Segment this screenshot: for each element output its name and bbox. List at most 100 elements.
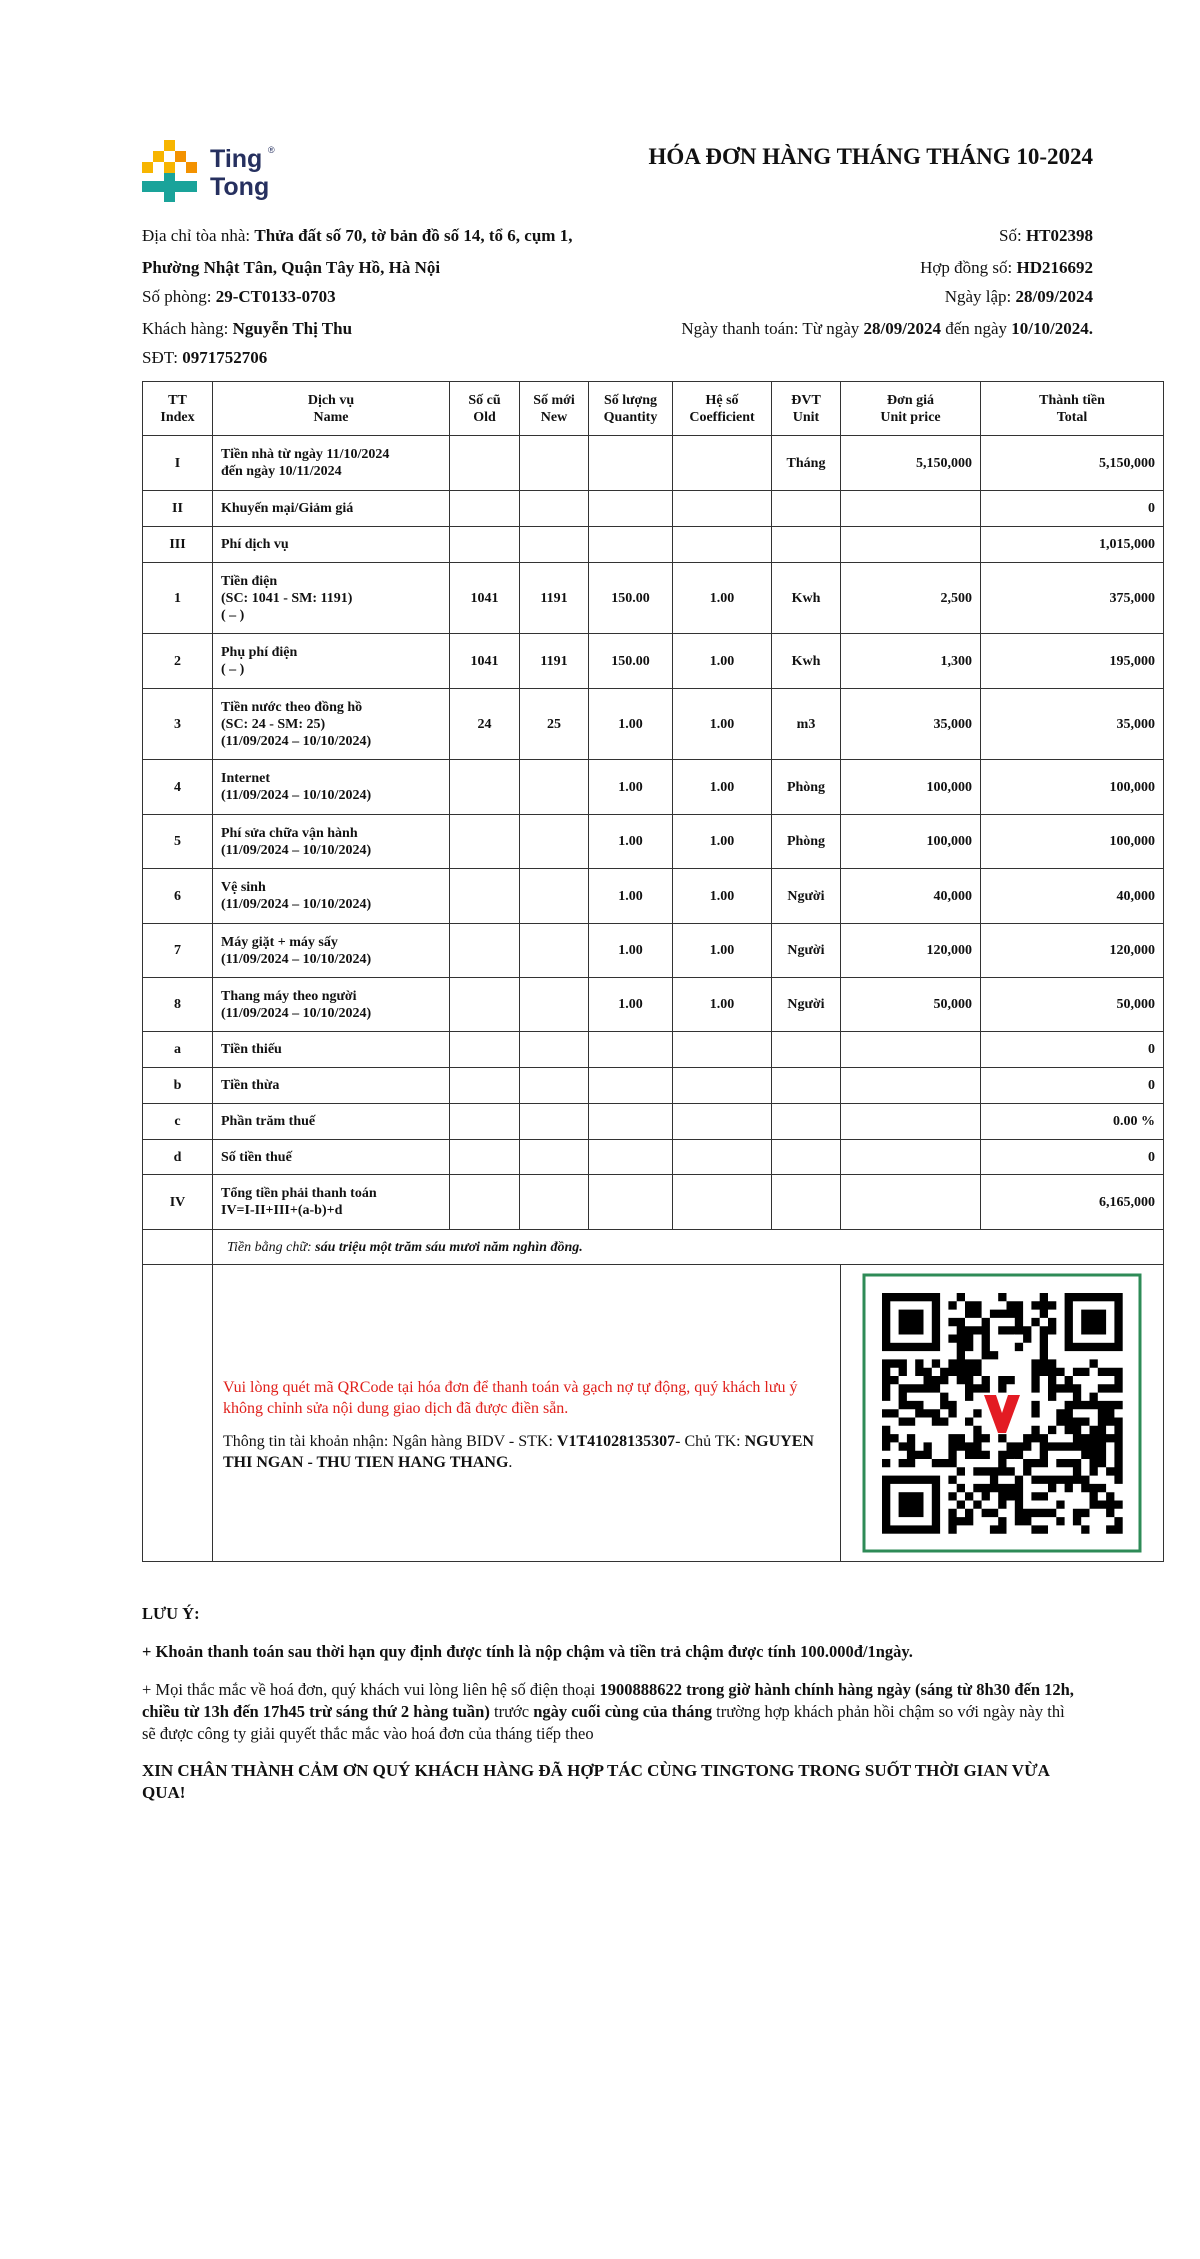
header-text: TT [168,392,187,408]
table-row: 5 Phí sửa chữa vận hành (11/09/2024 – 10/1… [142,814,1164,869]
service-line: (SC: 1041 - SM: 1191) [221,590,353,606]
cell-idx: 6 [142,868,213,924]
service-line: Máy giặt + máy sấy [221,934,338,950]
cell-old [449,1031,520,1068]
cell-idx: a [142,1031,213,1068]
cell-total: 0 [980,1067,1164,1104]
service-line: Phí sửa chữa vận hành [221,825,358,841]
header-cell: Số lượng Quantity [588,381,673,436]
cell-total: 375,000 [980,562,1164,634]
header-text: New [540,409,568,425]
cell-price [840,490,981,527]
cell-text: 150.00 [611,653,650,669]
text-segment: - Chủ TK: [675,1433,745,1450]
cell-coef [672,490,772,527]
service-line: Phần trăm thuế [221,1114,316,1129]
service-line: ( – ) [221,607,245,623]
service-line: (SC: 24 - SM: 25) [221,716,326,732]
service-line: Thang máy theo người [221,988,357,1004]
cell-new [519,814,589,869]
text-segment: Địa chỉ tòa nhà: [142,226,255,245]
cell-old: 1041 [449,562,520,634]
header-cell: Dịch vụ Name [212,381,450,436]
cell-qty [588,1174,673,1230]
cell-text: IV [169,1194,186,1210]
cell-qty: 1.00 [588,814,673,869]
cell-old [449,526,520,563]
cell-text: Người [787,943,825,958]
cell-text: 3 [174,716,181,732]
service-line: Vệ sinh [221,880,266,895]
cell-text: 1.00 [709,653,735,669]
qr-finder [881,1475,941,1534]
header-text: Coefficient [689,409,755,425]
cell-text: 120,000 [926,943,973,958]
cell-qty: 150.00 [588,633,673,689]
header-text: Index [160,409,195,425]
cell-price: 5,150,000 [840,435,981,491]
cell-qty [588,435,673,491]
qr-finder [1064,1292,1123,1352]
cell-text: 1.00 [618,997,643,1012]
cell-idx: 7 [142,923,213,978]
service-line: Tiền nhà từ ngày 11/10/2024 [221,447,390,462]
cell-text: 1.00 [709,779,735,795]
cell-service: Thang máy theo người (11/09/2024 – 10/10/… [212,977,450,1032]
qr-code [862,1273,1142,1553]
cell-text: 1.00 [709,590,735,606]
table-row: b Tiền thừa 0 [142,1067,1164,1104]
cell-idx: IV [142,1174,213,1230]
text-segment: 10/10/2024. [1011,319,1093,338]
cell-qty [588,526,673,563]
service-line: (11/09/2024 – 10/10/2024) [221,951,372,967]
cell-text: 1,015,000 [1099,537,1155,552]
cell-unit: Phòng [771,759,841,815]
cell-text: 100,000 [926,779,973,795]
text-segment: Thông tin tài khoản nhận: Ngân hàng BIDV… [223,1433,557,1450]
cell-text: d [173,1149,182,1165]
text-segment: + Khoản thanh toán sau thời hạn quy định… [142,1642,913,1661]
header-text: Name [313,409,349,425]
cell-total: 35,000 [980,688,1164,760]
cell-coef: 1.00 [672,977,772,1032]
cell-new [519,1031,589,1068]
cell-text: III [169,537,186,552]
invoice-table: TT Index Dịch vụ Name Số cũ Old Số mới New Số lư… [142,381,1164,1562]
text-segment: Ngày thanh toán: Từ ngày [681,319,864,338]
cell-old [449,1139,520,1175]
cell-text: 1.00 [618,943,643,958]
cell-price: 2,500 [840,562,981,634]
service-line: IV=I-II+III+(a-b)+d [221,1203,343,1218]
cell-text: 25 [547,716,561,732]
info-line: SĐT: 0971752706 [142,347,267,369]
cell-service: Tiền thừa [212,1067,450,1104]
cell-service: Phụ phí điện ( – ) [212,633,450,689]
info-line: Ngày thanh toán: Từ ngày 28/09/2024 đến … [681,318,1093,340]
cell-coef [672,1067,772,1104]
text-segment: 1900888622 trong giờ hành chính hàng ngà… [142,1680,1074,1721]
cell-idx: III [142,526,213,563]
cell-text: 6,165,000 [1099,1194,1155,1210]
cell-old [449,759,520,815]
cell-total: 50,000 [980,977,1164,1032]
cell-idx: 8 [142,977,213,1032]
cell-old: 1041 [449,633,520,689]
cell-service: Phí dịch vụ [212,526,450,563]
header-cell: Số cũ Old [449,381,520,436]
cell-text: Kwh [791,653,821,669]
header-row: TT Index Dịch vụ Name Số cũ Old Số mới New Số lư… [142,381,1164,436]
service-line: đến ngày 10/11/2024 [221,464,342,479]
logo-square [175,151,186,162]
logo-mark: ® [268,145,275,155]
cell-price [840,1103,981,1140]
note-item: + Khoản thanh toán sau thời hạn quy định… [142,1641,1077,1663]
cell-text: 24 [477,716,492,732]
cell-new: 1191 [519,562,589,634]
service-line: (11/09/2024 – 10/10/2024) [221,733,372,749]
table-row: c Phần trăm thuế 0.00 % [142,1103,1164,1140]
header-text: Old [473,409,496,425]
header-text: Hệ số [705,392,739,408]
cell-text: 1.00 [618,834,643,849]
service-line: ( – ) [221,662,245,677]
cell-total: 0.00 % [980,1103,1164,1140]
